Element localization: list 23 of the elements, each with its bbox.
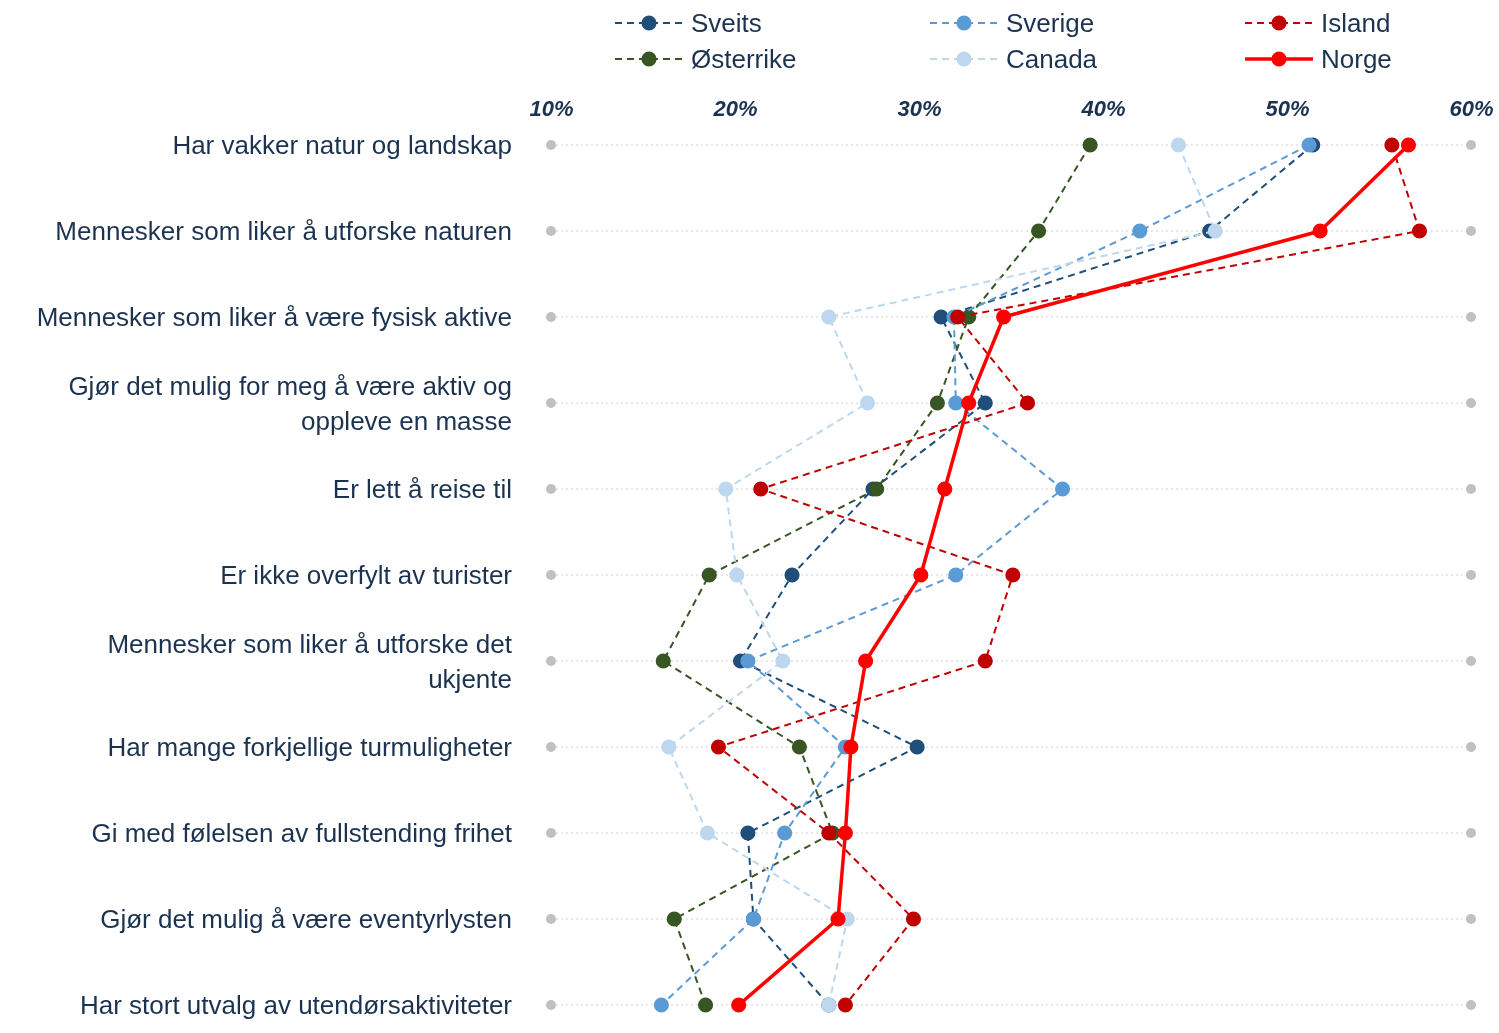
y-tick-label: Gi med følelsen av fullstending frihet bbox=[91, 818, 513, 848]
legend-label: Sverige bbox=[1006, 8, 1095, 38]
y-tick-label: Har vakker natur og landskap bbox=[172, 130, 512, 160]
x-tick-label: 10% bbox=[529, 96, 574, 121]
y-tick-label: Er lett å reise til bbox=[332, 474, 512, 504]
legend-label: Norge bbox=[1321, 44, 1392, 74]
x-tick-label: 60% bbox=[1449, 96, 1494, 121]
y-tick-label: Mennesker som liker å være fysisk aktive bbox=[36, 302, 512, 332]
y-tick-label: Mennesker som liker å utforske det ukjente bbox=[107, 628, 513, 694]
x-tick-label: 20% bbox=[712, 96, 758, 121]
legend-label: Canada bbox=[1006, 44, 1098, 74]
y-tick-label: Gjør det mulig å være eventyrlysten bbox=[100, 904, 512, 934]
y-tick-label: Er ikke overfylt av turister bbox=[220, 560, 513, 590]
legend-label: Sveits bbox=[691, 8, 762, 38]
y-tick-label: Gjør det mulig for meg å være aktiv og oppleve en masse bbox=[68, 370, 512, 436]
x-tick-label: 30% bbox=[897, 96, 942, 121]
legend-label: Østerrike bbox=[691, 44, 797, 74]
y-tick-label: Har mange forkjellige turmuligheter bbox=[107, 732, 513, 762]
x-tick-label: 40% bbox=[1080, 96, 1126, 121]
x-tick-label: 50% bbox=[1265, 96, 1310, 121]
y-tick-label: Mennesker som liker å utforske naturen bbox=[55, 216, 512, 246]
legend-label: Island bbox=[1321, 8, 1391, 38]
y-tick-label: Har stort utvalg av utendørsaktiviteter bbox=[79, 990, 513, 1020]
